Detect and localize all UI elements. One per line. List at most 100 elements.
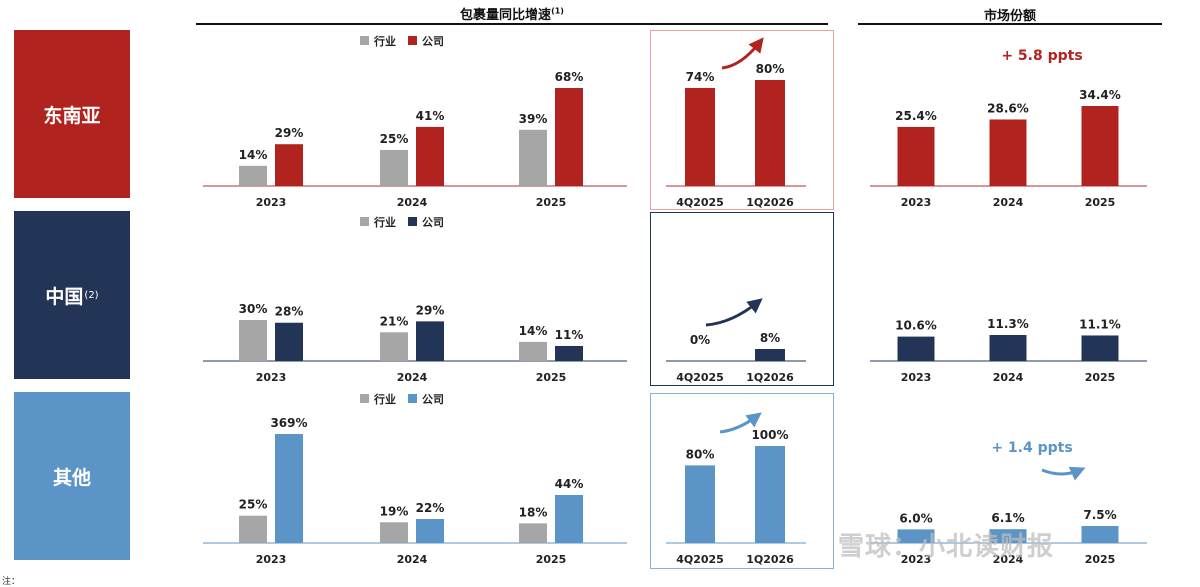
- quarter-value-label-sea-4Q2025: 74%: [686, 70, 715, 84]
- quarter-bar-other-1Q2026: [755, 446, 785, 543]
- growth-bar-sea-company-2023: [275, 144, 303, 186]
- region-label-other: 其他: [14, 392, 130, 560]
- growth-value-label-other-company-2023: 369%: [270, 416, 307, 430]
- growth-category-label-sea-2025: 2025: [536, 196, 567, 209]
- growth-category-label-other-2025: 2025: [536, 553, 567, 566]
- watermark: 雪球：小北读财报: [838, 532, 1055, 562]
- growth-section-title: 包裹量同比增速(1): [460, 6, 564, 23]
- quarter-value-label-china-1Q2026: 8%: [760, 331, 780, 345]
- growth-value-label-sea-industry-2024: 25%: [380, 132, 409, 146]
- share-change-annotation-other: + 1.4 ppts: [991, 440, 1072, 456]
- growth-category-label-china-2023: 2023: [256, 371, 287, 384]
- growth-value-label-china-company-2023: 28%: [275, 305, 304, 319]
- share-bar-china-2023: [897, 336, 935, 361]
- quarter-trend-arrow-sea: [721, 37, 764, 70]
- growth-value-label-other-industry-2025: 18%: [519, 505, 548, 519]
- quarter-trend-arrow-china: [705, 298, 763, 327]
- quarter-value-label-other-4Q2025: 80%: [686, 447, 715, 461]
- share-category-label-china-2025: 2025: [1085, 371, 1116, 384]
- quarterly-box-china: [650, 212, 834, 386]
- legend-swatch-industry-sea: [360, 36, 369, 45]
- quarter-bar-sea-4Q2025: [685, 87, 715, 186]
- quarter-bar-china-1Q2026: [755, 349, 785, 361]
- legend-label-company-china: 公司: [422, 216, 444, 229]
- growth-value-label-china-company-2024: 29%: [416, 303, 445, 317]
- legend-label-company-other: 公司: [422, 393, 444, 406]
- share-bar-china-2025: [1081, 335, 1119, 361]
- share-section-title: 市场份额: [983, 9, 1036, 24]
- share-category-label-other-2023: 2023: [901, 553, 932, 566]
- growth-bar-china-company-2025: [555, 345, 583, 361]
- quarter-category-label-other-1Q2026: 1Q2026: [746, 553, 794, 566]
- quarter-bar-other-4Q2025: [685, 465, 715, 543]
- growth-value-label-china-industry-2025: 14%: [519, 324, 548, 338]
- growth-value-label-other-industry-2024: 19%: [380, 504, 409, 518]
- growth-bar-sea-company-2025: [555, 88, 583, 186]
- share-bar-sea-2023: [897, 126, 935, 186]
- footnote: 注：: [2, 577, 21, 587]
- growth-bar-other-company-2025: [555, 495, 583, 543]
- share-trend-arrow-other: [1041, 466, 1086, 481]
- growth-value-label-china-industry-2024: 21%: [380, 314, 409, 328]
- share-category-label-china-2024: 2024: [993, 371, 1024, 384]
- growth-bar-other-industry-2023: [239, 515, 267, 543]
- growth-value-label-sea-company-2025: 68%: [555, 70, 584, 84]
- share-bar-other-2023: [897, 529, 935, 543]
- share-value-label-sea-2023: 25.4%: [895, 109, 937, 123]
- share-bar-other-2025: [1081, 526, 1119, 543]
- legend-swatch-company-sea: [408, 36, 417, 45]
- share-category-label-other-2024: 2024: [993, 553, 1024, 566]
- legend-label-company-sea: 公司: [422, 35, 444, 48]
- growth-section-rule: [196, 23, 828, 25]
- share-value-label-china-2025: 11.1%: [1079, 317, 1121, 331]
- share-section-rule: [858, 23, 1162, 25]
- growth-value-label-sea-company-2024: 41%: [416, 109, 445, 123]
- quarter-category-label-other-4Q2025: 4Q2025: [676, 553, 724, 566]
- quarter-bar-sea-1Q2026: [755, 80, 785, 186]
- legend-swatch-industry-other: [360, 394, 369, 403]
- growth-value-label-other-industry-2023: 25%: [239, 498, 268, 512]
- growth-bar-sea-company-2024: [416, 126, 444, 186]
- legend-label-industry-other: 行业: [373, 392, 396, 406]
- share-bar-china-2024: [989, 335, 1027, 361]
- growth-value-label-other-company-2024: 22%: [416, 501, 445, 515]
- legend-label-industry-china: 行业: [373, 215, 396, 229]
- share-value-label-sea-2025: 34.4%: [1079, 88, 1121, 102]
- growth-category-label-sea-2024: 2024: [397, 196, 428, 209]
- growth-bar-other-company-2024: [416, 519, 444, 543]
- region-label-china: 中国 (2): [14, 211, 130, 379]
- share-value-label-china-2024: 11.3%: [987, 317, 1029, 331]
- share-category-label-china-2023: 2023: [901, 371, 932, 384]
- legend-swatch-company-china: [408, 217, 417, 226]
- growth-value-label-sea-industry-2023: 14%: [239, 148, 268, 162]
- growth-value-label-sea-industry-2025: 39%: [519, 112, 548, 126]
- quarter-trend-arrow-other: [719, 412, 762, 434]
- legend-label-industry-sea: 行业: [373, 34, 396, 48]
- quarterly-box-sea: [650, 30, 834, 210]
- share-category-label-sea-2025: 2025: [1085, 196, 1116, 209]
- growth-value-label-sea-company-2023: 29%: [275, 126, 304, 140]
- growth-category-label-other-2024: 2024: [397, 553, 428, 566]
- growth-value-label-china-company-2025: 11%: [555, 328, 584, 342]
- growth-bar-other-company-2023: [275, 434, 303, 543]
- share-value-label-other-2024: 6.1%: [991, 511, 1024, 525]
- growth-bar-china-industry-2025: [519, 341, 547, 361]
- quarter-category-label-sea-1Q2026: 1Q2026: [746, 196, 794, 209]
- growth-bar-china-company-2023: [275, 322, 303, 361]
- quarter-category-label-sea-4Q2025: 4Q2025: [676, 196, 724, 209]
- share-bar-other-2024: [989, 529, 1027, 543]
- quarter-value-label-china-4Q2025: 0%: [690, 333, 710, 347]
- growth-bar-other-industry-2025: [519, 523, 547, 543]
- growth-value-label-other-company-2025: 44%: [555, 477, 584, 491]
- quarter-category-label-china-1Q2026: 1Q2026: [746, 371, 794, 384]
- growth-bar-china-industry-2023: [239, 320, 267, 361]
- growth-category-label-china-2024: 2024: [397, 371, 428, 384]
- growth-bar-china-company-2024: [416, 321, 444, 361]
- share-bar-sea-2024: [989, 119, 1027, 186]
- growth-value-label-china-industry-2023: 30%: [239, 302, 268, 316]
- share-change-annotation-sea: + 5.8 ppts: [1001, 48, 1082, 64]
- share-value-label-other-2025: 7.5%: [1083, 508, 1116, 522]
- share-value-label-china-2023: 10.6%: [895, 319, 937, 333]
- quarter-category-label-china-4Q2025: 4Q2025: [676, 371, 724, 384]
- growth-bar-other-industry-2024: [380, 522, 408, 543]
